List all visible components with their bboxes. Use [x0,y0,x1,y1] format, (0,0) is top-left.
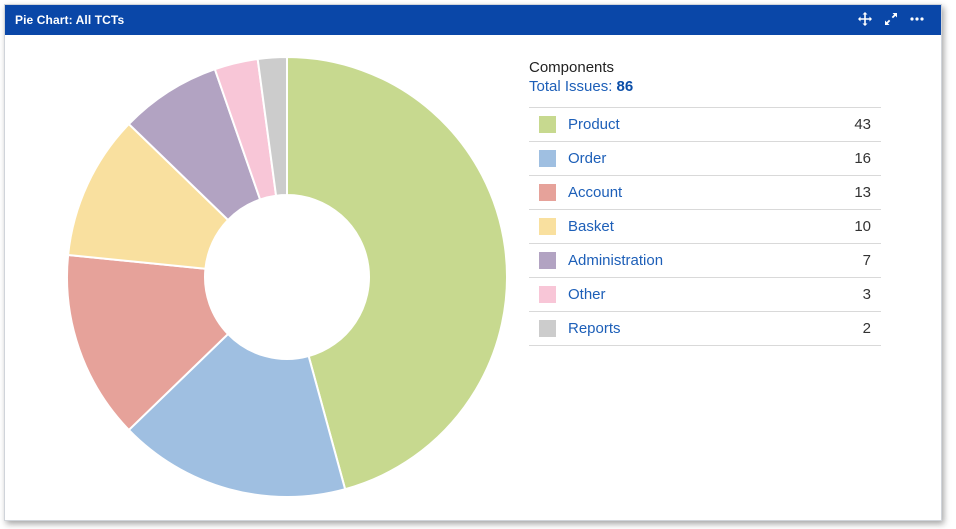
donut-chart [66,55,508,498]
legend-label[interactable]: Account [568,184,623,201]
header-actions [857,11,925,27]
move-icon[interactable] [857,11,873,27]
gadget-header: Pie Chart: All TCTs [5,5,941,35]
legend-swatch [539,320,556,337]
legend-table: Product 43 Order 16 Account 13 Basket 10 Adminis… [529,107,881,346]
legend-label[interactable]: Product [568,116,620,133]
legend-row-account: Account 13 [529,176,881,210]
legend-row-other: Other 3 [529,278,881,312]
total-issues-value: 86 [616,78,634,95]
legend-swatch [539,286,556,303]
legend-label[interactable]: Reports [568,320,621,337]
legend-count: 13 [854,184,871,201]
legend-count: 16 [854,150,871,167]
legend-row-basket: Basket 10 [529,210,881,244]
legend-count: 3 [862,286,871,303]
expand-icon[interactable] [883,11,899,27]
gadget-title: Pie Chart: All TCTs [15,13,125,27]
legend-swatch [539,116,556,133]
chart-legend: Components Total Issues: 86 Product 43 Ord… [529,59,881,346]
legend-swatch [539,252,556,269]
more-icon[interactable] [909,11,925,27]
legend-swatch [539,218,556,235]
total-issues-label: Total Issues: [529,78,613,95]
pie-slice-reports[interactable] [256,55,288,197]
legend-count: 43 [854,116,871,133]
total-issues: Total Issues: 86 [529,77,881,97]
legend-count: 7 [862,252,871,269]
legend-row-administration: Administration 7 [529,244,881,278]
legend-label[interactable]: Administration [568,252,664,269]
legend-count: 2 [862,320,871,337]
legend-row-order: Order 16 [529,142,881,176]
legend-row-reports: Reports 2 [529,312,881,346]
legend-heading: Components [529,59,615,76]
legend-label[interactable]: Basket [568,218,614,235]
legend-swatch [539,184,556,201]
legend-count: 10 [854,218,871,235]
pie-slice-account[interactable] [66,253,230,432]
legend-label[interactable]: Order [568,150,607,167]
legend-swatch [539,150,556,167]
legend-row-product: Product 43 [529,108,881,142]
legend-label[interactable]: Other [568,286,606,303]
pie-chart-gadget: Pie Chart: All TCTs Components Total Iss… [4,4,942,521]
pie-slice-order[interactable] [127,332,347,498]
pie-slice-product[interactable] [286,55,508,491]
